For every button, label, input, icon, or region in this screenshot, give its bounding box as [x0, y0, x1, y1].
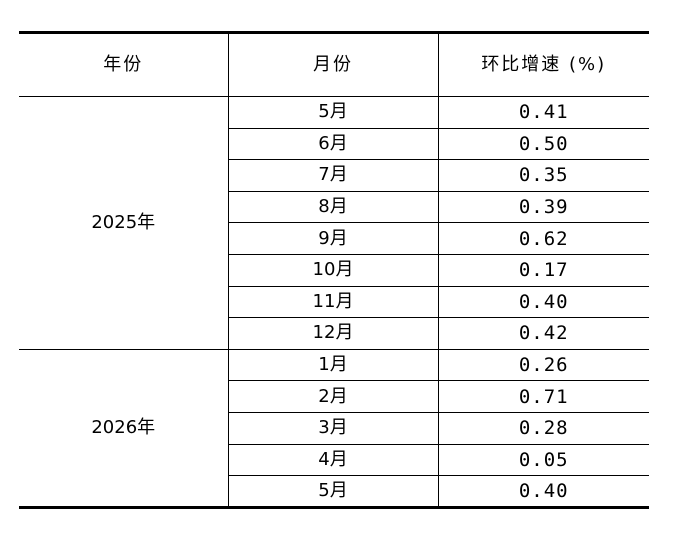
month-cell: 3月 [227, 412, 438, 445]
month-cell: 8月 [227, 191, 438, 224]
table-row: 8月 0.39 [19, 191, 649, 224]
table-row: 2月 0.71 [19, 380, 649, 413]
table-row: 12月 0.42 [19, 317, 649, 350]
header-rate: 环比增速 (%) [437, 31, 649, 97]
growth-rate-table: 年份 月份 环比增速 (%) 2025年 5月 0.41 6月 0.50 7月 0.35 8月… [19, 31, 649, 509]
month-cell: 4月 [227, 444, 438, 477]
table-row: 6月 0.50 [19, 128, 649, 161]
rate-cell: 0.26 [437, 349, 649, 382]
header-year: 年份 [19, 31, 228, 97]
table-row: 2025年 5月 0.41 [19, 96, 649, 350]
month-cell: 9月 [227, 222, 438, 255]
table-row: 9月 0.62 [19, 222, 649, 255]
data-table-container: 年份 月份 环比增速 (%) 2025年 5月 0.41 6月 0.50 7月 0.35 8月… [19, 31, 649, 509]
table-row: 2026年 1月 0.26 [19, 349, 649, 509]
rate-cell: 0.62 [437, 222, 649, 255]
rate-cell: 0.71 [437, 380, 649, 413]
header-row: 年份 月份 环比增速 (%) [19, 31, 649, 97]
rate-cell: 0.39 [437, 191, 649, 224]
rate-cell: 0.28 [437, 412, 649, 445]
rate-cell: 0.05 [437, 444, 649, 477]
year-cell: 2026年 [19, 349, 228, 509]
month-cell: 12月 [227, 317, 438, 350]
rate-cell: 0.40 [437, 475, 649, 509]
rate-cell: 0.41 [437, 96, 649, 129]
rate-cell: 0.17 [437, 254, 649, 287]
table-body: 2025年 5月 0.41 6月 0.50 7月 0.35 8月 0.39 9月 0.62 10月 0.… [19, 96, 649, 509]
month-cell: 7月 [227, 159, 438, 192]
month-cell: 2月 [227, 380, 438, 413]
table-row: 5月 0.40 [19, 475, 649, 509]
month-cell: 1月 [227, 349, 438, 382]
month-cell: 10月 [227, 254, 438, 287]
table-row: 11月 0.40 [19, 286, 649, 319]
table-row: 4月 0.05 [19, 444, 649, 477]
table-row: 3月 0.28 [19, 412, 649, 445]
rate-cell: 0.40 [437, 286, 649, 319]
month-cell: 6月 [227, 128, 438, 161]
table-row: 7月 0.35 [19, 159, 649, 192]
rate-cell: 0.42 [437, 317, 649, 350]
rate-cell: 0.50 [437, 128, 649, 161]
month-cell: 11月 [227, 286, 438, 319]
month-cell: 5月 [227, 475, 438, 509]
year-cell: 2025年 [19, 96, 228, 350]
rate-cell: 0.35 [437, 159, 649, 192]
header-month: 月份 [227, 31, 438, 97]
table-row: 10月 0.17 [19, 254, 649, 287]
month-cell: 5月 [227, 96, 438, 129]
